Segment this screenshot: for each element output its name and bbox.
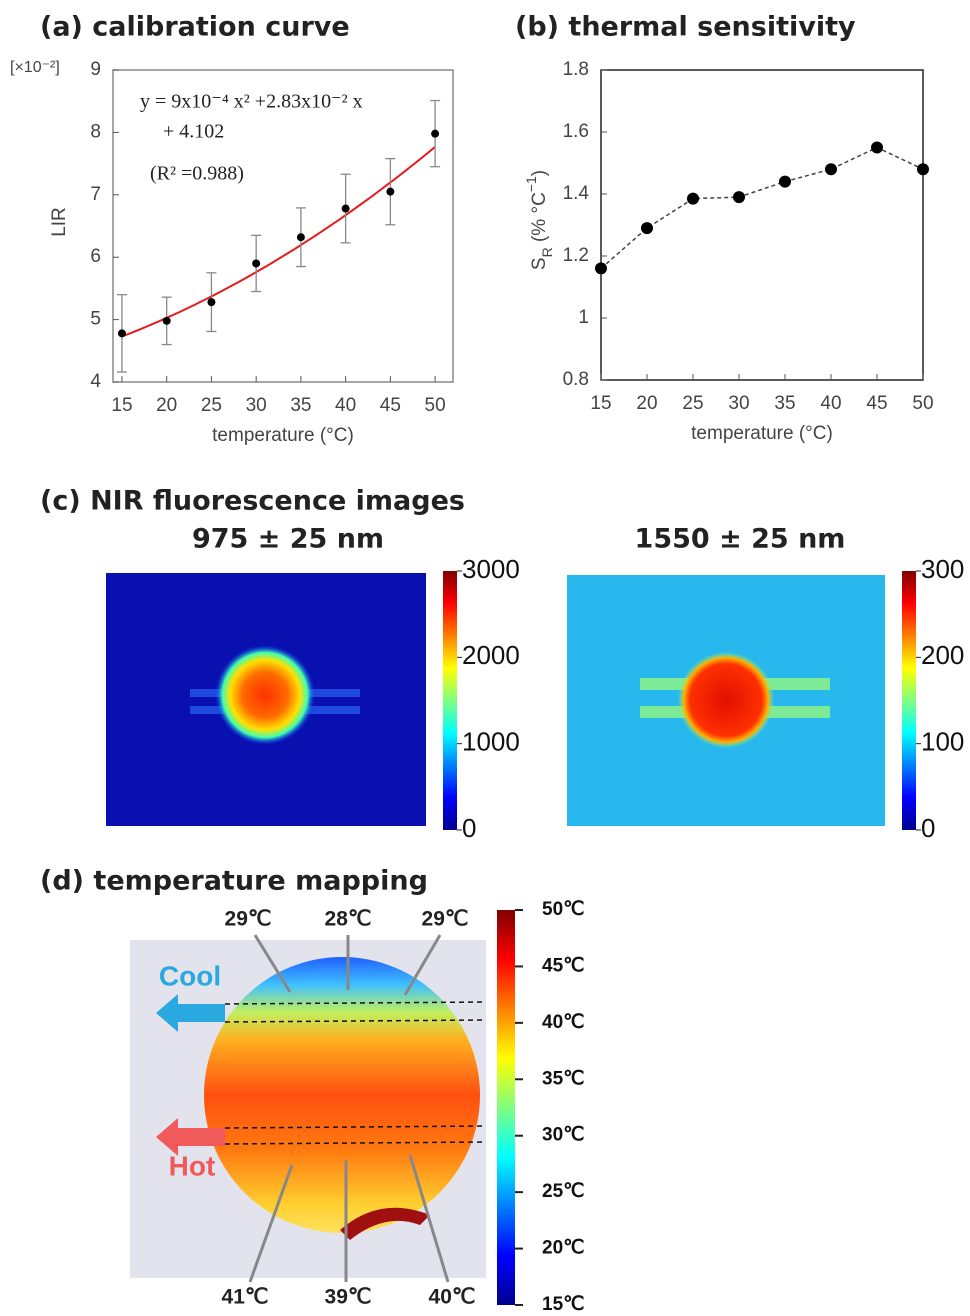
y-tick-label: 1 (578, 307, 589, 328)
plot-frame (113, 70, 453, 382)
colorbar-label: 45℃ (542, 955, 584, 976)
y-tick-label: 5 (90, 309, 101, 330)
colorbar (902, 571, 916, 830)
arrow-label: Hot (169, 1150, 216, 1181)
data-point (252, 259, 260, 267)
y-tick-label: 6 (90, 246, 101, 267)
data-point (825, 163, 837, 175)
data-point (342, 205, 350, 213)
y-axis-label-part: R (539, 247, 555, 257)
y-axis-label: LIR (49, 207, 70, 237)
data-point (871, 142, 883, 154)
nir-spot (678, 652, 774, 748)
y-axis-label: SR (% °C−1) (523, 170, 555, 270)
colorbar-label: 15℃ (542, 1294, 584, 1315)
x-tick-label: 40 (820, 393, 841, 414)
colorbar-label: 30℃ (542, 1125, 584, 1146)
y-axis-label-part: S (529, 257, 550, 270)
y-scale-label: [×10⁻²] (10, 59, 60, 76)
colorbar-label: 20℃ (542, 1238, 584, 1259)
data-point (118, 329, 126, 337)
fit-equation: + 4.102 (163, 121, 224, 143)
image-subtitle: 975 ± 25 nm (192, 524, 384, 555)
colorbar (497, 910, 515, 1305)
y-tick-label: 7 (90, 184, 101, 205)
data-point (431, 130, 439, 138)
data-point (595, 262, 607, 274)
colorbar-label: 300 (921, 554, 964, 584)
y-tick-label: 4 (90, 371, 101, 392)
colorbar-label: 200 (921, 640, 964, 670)
x-tick-label: 50 (425, 395, 446, 416)
x-tick-label: 30 (246, 395, 267, 416)
colorbar-label: 25℃ (542, 1181, 584, 1202)
data-point (297, 233, 305, 241)
panel-title: (d) temperature mapping (40, 866, 428, 897)
data-point (641, 222, 653, 234)
panel-title: (c) NIR fluorescence images (40, 486, 465, 517)
y-tick-label: 1.2 (563, 245, 589, 266)
colorbar-label: 100 (921, 727, 964, 757)
fit-equation: y = 9x10⁻⁴ x² +2.83x10⁻² x (140, 91, 363, 113)
colorbar-label: 50℃ (542, 899, 584, 920)
x-tick-label: 30 (728, 393, 749, 414)
colorbar-label: 40℃ (542, 1012, 584, 1033)
colorbar-label: 3000 (462, 554, 520, 584)
x-axis-label: temperature (°C) (691, 423, 833, 444)
colorbar (443, 571, 457, 830)
y-axis-label-part: ) (529, 170, 550, 176)
spot-temperature: 39℃ (325, 1286, 372, 1309)
colorbar-label: 35℃ (542, 1068, 584, 1089)
colorbar-label: 0 (921, 813, 935, 843)
y-tick-label: 1.8 (563, 59, 589, 80)
data-point (733, 191, 745, 203)
spot-temperature: 28℃ (325, 908, 372, 931)
temperature-blob (204, 957, 480, 1233)
y-tick-label: 1.6 (563, 121, 589, 142)
colorbar-label: 0 (462, 813, 476, 843)
spot-temperature: 40℃ (429, 1286, 476, 1309)
x-tick-label: 35 (774, 393, 795, 414)
y-tick-label: 0.8 (563, 369, 589, 390)
y-tick-label: 8 (90, 121, 101, 142)
x-tick-label: 20 (156, 395, 177, 416)
data-point (917, 163, 929, 175)
spot-temperature: 29℃ (225, 908, 272, 931)
data-point (687, 193, 699, 205)
x-tick-label: 40 (335, 395, 356, 416)
panel-title: (a) calibration curve (40, 12, 350, 43)
data-point (386, 188, 394, 196)
x-tick-label: 20 (636, 393, 657, 414)
x-tick-label: 15 (111, 395, 132, 416)
x-tick-label: 45 (866, 393, 887, 414)
spot-temperature: 29℃ (422, 908, 469, 931)
arrow-label: Cool (159, 960, 221, 991)
panel-title: (b) thermal sensitivity (515, 12, 856, 43)
figure: (a) calibration curve1520253035404550456… (0, 0, 970, 1316)
y-tick-label: 9 (90, 59, 101, 80)
x-tick-label: 15 (590, 393, 611, 414)
colorbar-label: 2000 (462, 640, 520, 670)
x-tick-label: 45 (380, 395, 401, 416)
data-point (207, 298, 215, 306)
x-tick-label: 50 (912, 393, 933, 414)
y-tick-label: 1.4 (563, 183, 590, 204)
x-tick-label: 35 (290, 395, 311, 416)
r-squared: (R² =0.988) (150, 163, 244, 185)
x-tick-label: 25 (201, 395, 222, 416)
x-tick-label: 25 (682, 393, 703, 414)
spot-temperature: 41℃ (222, 1286, 269, 1309)
y-axis-label-part: −1 (523, 176, 539, 192)
image-subtitle: 1550 ± 25 nm (635, 524, 846, 555)
y-axis-label-part: (% °C (529, 192, 550, 247)
data-point (163, 317, 171, 325)
line (601, 148, 923, 269)
colorbar-label: 1000 (462, 727, 520, 757)
x-axis-label: temperature (°C) (212, 425, 354, 446)
data-point (779, 176, 791, 188)
nir-spot (215, 645, 315, 745)
